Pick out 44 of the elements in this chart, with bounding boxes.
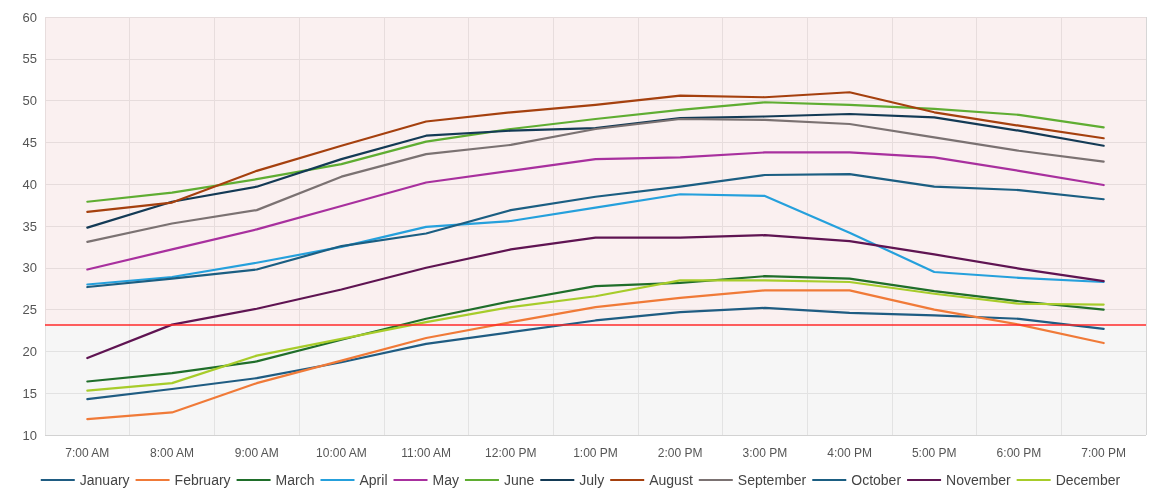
- line-series: [86, 101, 1105, 203]
- x-tick-label: 10:00 AM: [316, 446, 367, 460]
- line-series: [86, 91, 1105, 213]
- legend-label: November: [946, 472, 1011, 488]
- x-tick-label: 6:00 PM: [996, 446, 1042, 460]
- x-tick-label: 3:00 PM: [742, 446, 788, 460]
- legend-label: January: [79, 472, 130, 488]
- line-series: [86, 173, 1105, 289]
- x-tick-label: 1:00 PM: [573, 446, 618, 460]
- y-tick-label: 45: [22, 134, 37, 150]
- line-series: [86, 151, 1105, 271]
- legend-label: December: [1055, 472, 1121, 488]
- y-tick-label: 60: [22, 9, 37, 25]
- x-tick-label: 12:00 PM: [485, 446, 537, 460]
- y-tick-label: 35: [22, 218, 37, 234]
- legend-label: April: [359, 472, 388, 488]
- y-tick-label: 55: [22, 51, 37, 67]
- legend-label: February: [174, 472, 231, 488]
- x-tick-label: 11:00 AM: [401, 446, 452, 460]
- line-series: [86, 234, 1105, 360]
- x-tick-label: 4:00 PM: [827, 446, 872, 460]
- y-tick-label: 10: [22, 427, 37, 443]
- legend-label: March: [275, 472, 315, 488]
- x-tick-label: 5:00 PM: [911, 446, 957, 460]
- y-tick-label: 20: [22, 343, 37, 359]
- legend-label: May: [432, 472, 459, 488]
- line-series: [86, 193, 1105, 286]
- legend-label: October: [851, 472, 902, 488]
- y-tick-label: 15: [22, 385, 37, 401]
- legend-label: August: [649, 472, 693, 488]
- y-tick-label: 40: [22, 176, 37, 192]
- x-tick-label: 7:00 AM: [65, 446, 110, 460]
- x-tick-label: 7:00 PM: [1081, 446, 1127, 460]
- legend-label: June: [503, 472, 535, 488]
- x-tick-label: 8:00 AM: [150, 446, 195, 460]
- x-tick-label: 9:00 AM: [234, 446, 279, 460]
- legend-label: September: [737, 472, 807, 488]
- y-tick-label: 50: [22, 93, 37, 109]
- line-series: [86, 306, 1105, 401]
- legend-label: July: [579, 472, 605, 488]
- y-tick-label: 30: [22, 260, 37, 276]
- line-series: [86, 289, 1105, 421]
- y-tick-label: 25: [22, 302, 37, 318]
- x-tick-label: 2:00 PM: [657, 446, 703, 460]
